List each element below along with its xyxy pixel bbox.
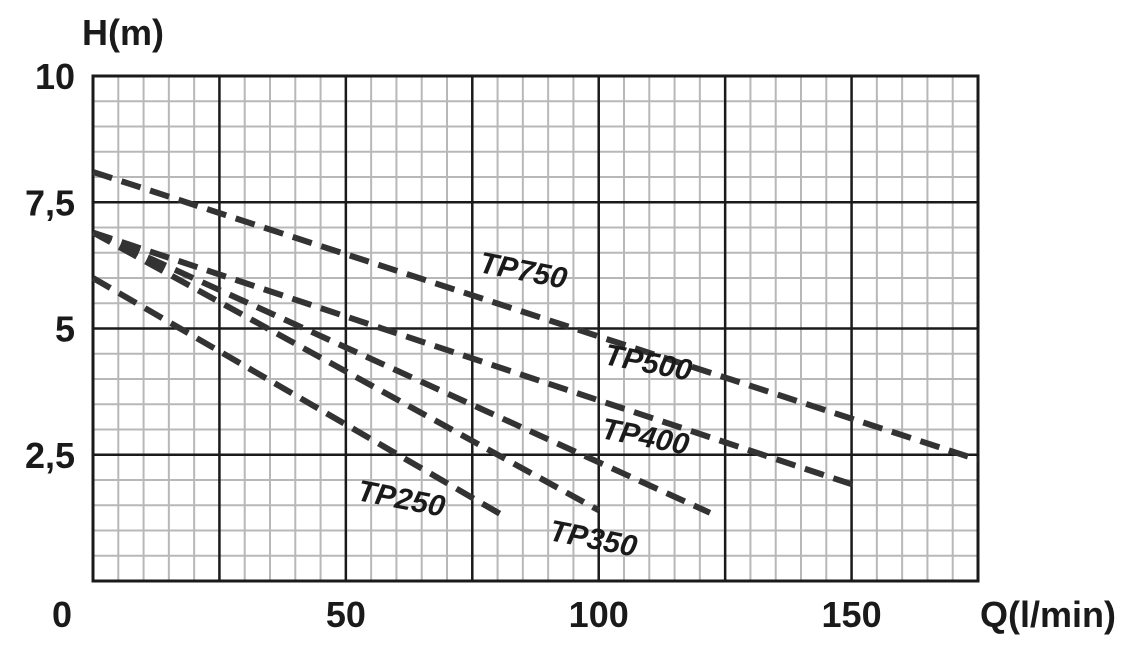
x-axis-label: Q(l/min): [980, 594, 1116, 635]
plot-frame: [91, 74, 980, 583]
series-line-tp500: [92, 229, 863, 491]
x-tick-label: 150: [822, 594, 882, 635]
series-line-tp250: [91, 275, 505, 518]
y-tick-label: 10: [35, 56, 75, 97]
series-line-tp350: [91, 229, 601, 513]
series-label-tp250: TP250: [355, 474, 448, 523]
series-lines: [91, 169, 979, 518]
x-axis-ticks: 0 50 100 150: [52, 594, 882, 635]
y-axis-ticks: 2,5 5 7,5 10: [25, 56, 75, 476]
y-axis-label: H(m): [82, 12, 164, 53]
y-tick-label: 7,5: [25, 182, 75, 223]
series-line-tp400: [91, 229, 712, 516]
y-tick-label: 5: [55, 309, 75, 350]
x-tick-label: 0: [52, 594, 72, 635]
y-tick-label: 2,5: [25, 435, 75, 476]
series-line-tp750: [92, 169, 979, 463]
x-tick-label: 100: [569, 594, 629, 635]
x-tick-label: 50: [326, 594, 366, 635]
